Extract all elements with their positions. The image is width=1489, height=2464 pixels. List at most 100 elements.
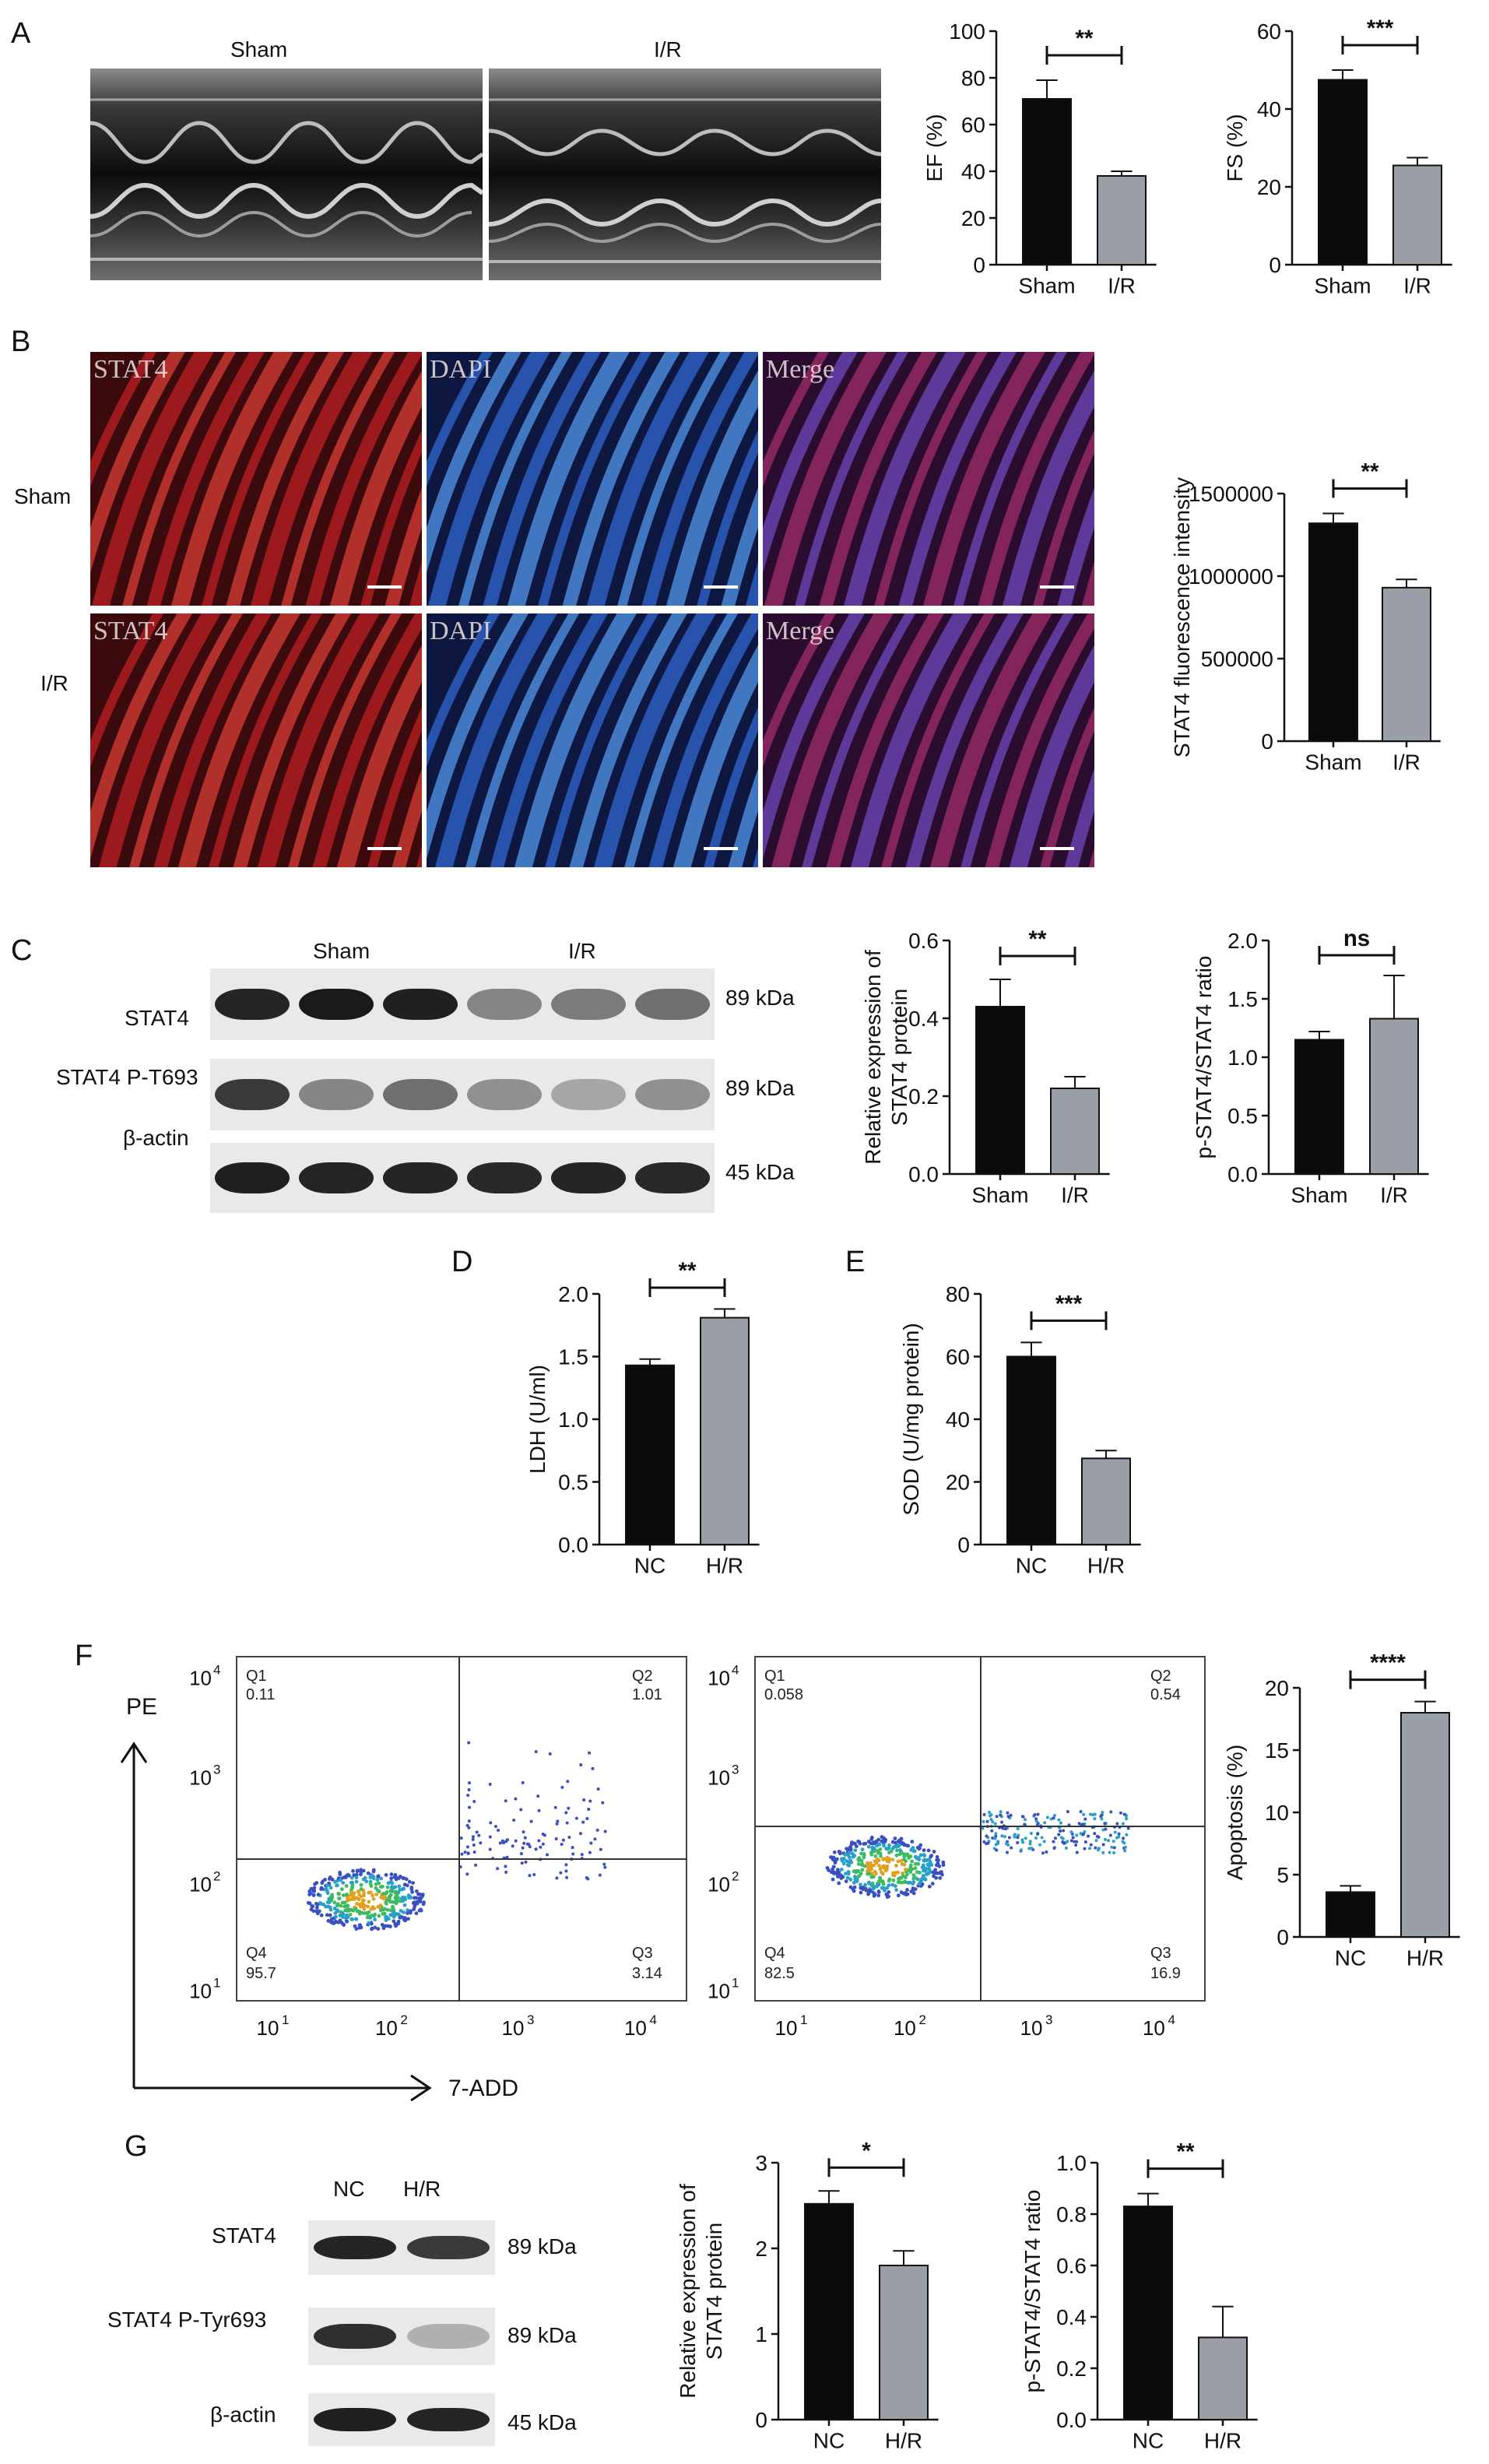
flow-event bbox=[519, 1808, 523, 1812]
flow-event bbox=[502, 1841, 506, 1845]
micrograph-dapi-sham bbox=[427, 352, 758, 606]
flow-event bbox=[873, 1872, 878, 1876]
flow-event bbox=[1036, 1812, 1040, 1816]
flow-event bbox=[866, 1880, 871, 1885]
blot-band bbox=[635, 988, 710, 1021]
tissue-fiber bbox=[90, 352, 186, 573]
flow-event bbox=[894, 1853, 899, 1858]
flow-event bbox=[1021, 1815, 1025, 1819]
flow-event bbox=[902, 1854, 907, 1859]
flow-y-tick-label: 10 bbox=[189, 1873, 212, 1896]
tissue-fiber bbox=[850, 613, 973, 867]
flow-event bbox=[896, 1870, 900, 1875]
blot-band bbox=[314, 2323, 396, 2350]
bar-hr bbox=[1400, 1712, 1450, 1938]
flow-event bbox=[869, 1865, 873, 1869]
flow-event bbox=[905, 1852, 910, 1857]
blot-g-row-2 bbox=[308, 2393, 495, 2446]
flow-event bbox=[932, 1850, 936, 1854]
flow-event bbox=[1103, 1837, 1107, 1841]
flow-event bbox=[866, 1872, 870, 1876]
significance-label: ** bbox=[1177, 2139, 1195, 2165]
flow-event bbox=[375, 1878, 380, 1882]
flow-event bbox=[870, 1845, 875, 1850]
blot-band bbox=[407, 2235, 490, 2260]
bar-sham bbox=[1318, 79, 1368, 265]
flow-event bbox=[365, 1915, 370, 1920]
flow-event bbox=[338, 1870, 342, 1875]
flow-event bbox=[419, 1896, 423, 1900]
blot-band bbox=[635, 1078, 710, 1111]
flow-event bbox=[894, 1888, 899, 1893]
blot-band bbox=[314, 2408, 396, 2431]
flow-event bbox=[859, 1851, 863, 1856]
y-tick-label: 1.0 bbox=[1227, 1046, 1258, 1070]
flow-event bbox=[911, 1846, 915, 1850]
flow-event bbox=[321, 1879, 325, 1884]
blot-g-kda-pstat4: 89 kDa bbox=[507, 2323, 577, 2347]
flow-event bbox=[336, 1920, 341, 1924]
row-label-ir: I/R bbox=[40, 671, 68, 695]
y-tick-label: 0.6 bbox=[908, 929, 939, 953]
y-tick-label: 0.5 bbox=[1227, 1104, 1258, 1128]
flow-event bbox=[338, 1878, 342, 1882]
quadrant-q4-value: 95.7 bbox=[246, 1965, 276, 1982]
flow-event bbox=[537, 1839, 541, 1843]
flow-event bbox=[845, 1875, 850, 1880]
x-tick-label: Sham bbox=[1018, 273, 1075, 297]
flow-event bbox=[880, 1886, 884, 1890]
flow-x-tick-exponent: 3 bbox=[527, 2012, 534, 2027]
x-tick-label: NC bbox=[1016, 1553, 1047, 1577]
tissue-fiber bbox=[90, 613, 193, 859]
flow-event bbox=[890, 1882, 895, 1887]
flow-event bbox=[313, 1882, 317, 1886]
tissue-fiber bbox=[624, 613, 739, 867]
flow-event bbox=[925, 1862, 930, 1867]
flow-event bbox=[357, 1893, 362, 1897]
flow-event bbox=[982, 1840, 986, 1844]
y-tick-label: 0.8 bbox=[1056, 2202, 1087, 2227]
flow-event bbox=[411, 1881, 415, 1886]
flow-event bbox=[840, 1858, 845, 1863]
blot-group-nc: NC bbox=[333, 2177, 365, 2201]
significance-label: *** bbox=[1367, 16, 1394, 41]
y-axis-label: LDH (U/ml) bbox=[525, 1365, 550, 1474]
flow-event bbox=[894, 1848, 899, 1853]
flow-event bbox=[845, 1847, 849, 1851]
flow-event bbox=[1023, 1823, 1027, 1826]
flow-event bbox=[514, 1839, 518, 1843]
flow-event bbox=[837, 1881, 841, 1886]
flow-event bbox=[545, 1853, 549, 1857]
flow-event bbox=[1094, 1846, 1097, 1850]
scale-bar bbox=[367, 847, 402, 850]
x-tick-label: H/R bbox=[1406, 1946, 1444, 1970]
tissue-fiber bbox=[881, 613, 996, 867]
flow-event bbox=[537, 1808, 541, 1812]
flow-event bbox=[567, 1806, 571, 1810]
flow-x-tick-label: 10 bbox=[894, 2016, 916, 2040]
flow-event bbox=[599, 1847, 602, 1851]
flow-frame bbox=[236, 1656, 687, 2002]
tissue-fiber bbox=[795, 352, 909, 606]
tissue-fiber bbox=[562, 352, 681, 606]
flow-event bbox=[1083, 1817, 1087, 1821]
y-tick-label: 0.4 bbox=[908, 1007, 939, 1031]
flow-event bbox=[832, 1850, 837, 1854]
flow-event bbox=[389, 1872, 394, 1876]
flow-event bbox=[504, 1865, 507, 1868]
tissue-fiber bbox=[367, 707, 422, 867]
flow-event bbox=[1082, 1832, 1086, 1836]
flow-event bbox=[601, 1801, 605, 1805]
flow-x-tick-label: 10 bbox=[257, 2016, 279, 2040]
flow-event bbox=[372, 1907, 377, 1910]
tissue-fiber bbox=[843, 352, 966, 606]
flow-event bbox=[536, 1794, 540, 1798]
flow-event bbox=[1101, 1851, 1105, 1854]
flow-event bbox=[882, 1844, 886, 1848]
flow-event bbox=[391, 1906, 395, 1910]
tissue-fiber bbox=[514, 613, 637, 867]
flow-event bbox=[905, 1888, 909, 1892]
flow-event bbox=[872, 1863, 876, 1868]
quadrant-q4-label: Q4 bbox=[764, 1945, 785, 1962]
tissue-fiber bbox=[826, 613, 945, 867]
